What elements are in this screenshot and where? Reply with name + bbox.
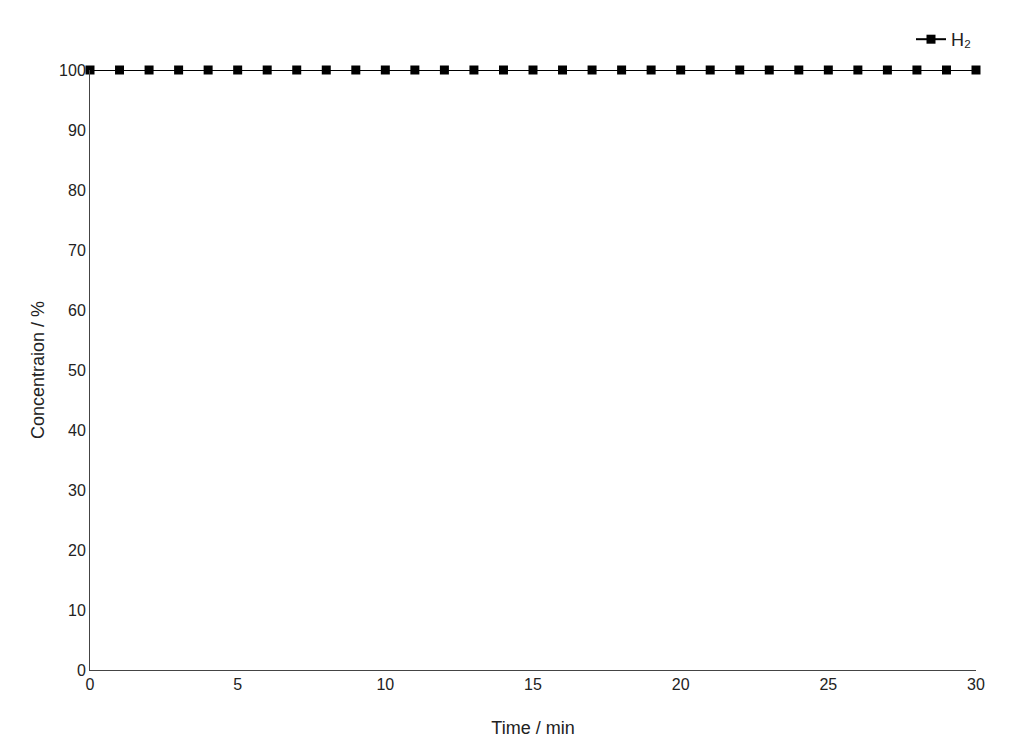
svg-text:H₂: H₂ <box>951 30 971 50</box>
svg-text:40: 40 <box>68 422 86 439</box>
svg-text:50: 50 <box>68 362 86 379</box>
svg-text:Time / min: Time / min <box>491 718 574 738</box>
svg-text:30: 30 <box>967 676 985 693</box>
svg-text:70: 70 <box>68 242 86 259</box>
svg-text:30: 30 <box>68 482 86 499</box>
svg-text:80: 80 <box>68 182 86 199</box>
svg-text:10: 10 <box>68 602 86 619</box>
svg-text:0: 0 <box>86 676 95 693</box>
svg-text:20: 20 <box>672 676 690 693</box>
svg-text:0: 0 <box>77 662 86 679</box>
svg-text:5: 5 <box>233 676 242 693</box>
svg-text:15: 15 <box>524 676 542 693</box>
svg-text:90: 90 <box>68 122 86 139</box>
svg-text:20: 20 <box>68 542 86 559</box>
svg-text:Concentraion / %: Concentraion / % <box>28 301 48 439</box>
svg-text:60: 60 <box>68 302 86 319</box>
svg-text:10: 10 <box>376 676 394 693</box>
svg-text:100: 100 <box>59 62 86 79</box>
svg-text:25: 25 <box>819 676 837 693</box>
